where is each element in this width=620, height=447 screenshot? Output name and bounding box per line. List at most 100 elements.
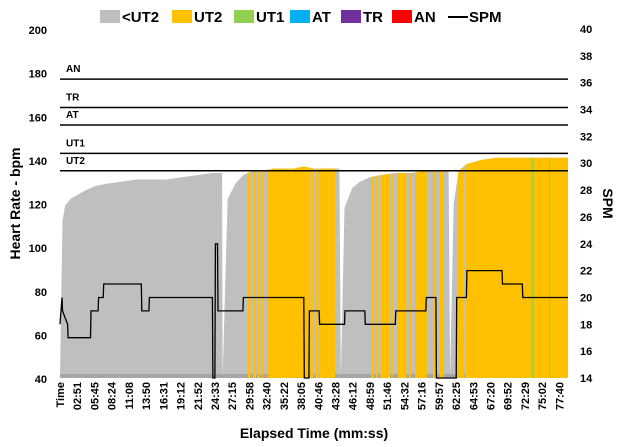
- zone-band-ut2-5: [310, 157, 314, 378]
- y-tick-label: 40: [35, 374, 47, 386]
- legend-swatch-tr: [341, 10, 361, 23]
- y2-tick-label: 26: [580, 212, 592, 224]
- zone-label-ut2: UT2: [66, 156, 85, 167]
- y2-tick-label: 16: [580, 346, 592, 358]
- y-tick-label: 100: [29, 243, 47, 255]
- zone-band-ut2-17: [457, 157, 464, 378]
- x-tick-label: 48:59: [365, 382, 377, 410]
- x-axis-title: Elapsed Time (mm:ss): [240, 425, 388, 441]
- legend-label-an: AN: [414, 9, 436, 26]
- zone-band-ut2-18: [464, 157, 568, 378]
- legend-swatch-ut1: [234, 10, 254, 23]
- zone-band-ut1-0: [531, 157, 534, 378]
- y-tick-label: 120: [29, 200, 47, 212]
- x-tick-label: 57:16: [417, 382, 429, 410]
- x-tick-label: 02:51: [72, 382, 84, 410]
- zone-band-ut2-3: [261, 157, 264, 378]
- x-axis: Time 02:51 05:45 08:24 11:08 13:50 16:31 19:12 2…: [55, 381, 566, 410]
- x-tick-label: 05:45: [89, 382, 101, 410]
- x-tick-label: 64:53: [468, 382, 480, 410]
- zone-band-ut2-8: [371, 157, 374, 378]
- y2-tick-label: 38: [580, 51, 592, 63]
- y2-tick-label: 20: [580, 292, 592, 304]
- y2-tick-label: 24: [580, 239, 593, 251]
- legend-swatch-at: [290, 10, 310, 23]
- x-tick-label: 24:33: [210, 382, 222, 410]
- zone-band-ut2-16: [439, 157, 444, 378]
- zone-label-at: AT: [66, 110, 79, 121]
- y-axis-title: Heart Rate - bpm: [7, 147, 23, 259]
- x-tick-label: 13:50: [141, 382, 153, 410]
- zone-label-tr: TR: [66, 93, 80, 104]
- x-tick-label: 62:25: [451, 382, 463, 410]
- y2-axis-title: SPM: [600, 188, 616, 218]
- y-axis-left: 40 60 80 100 120 140 160 180 200: [29, 25, 47, 386]
- x-tick-label: 40:46: [313, 382, 325, 410]
- baseline-strip: [60, 374, 568, 378]
- x-tick-label: 75:02: [537, 382, 549, 410]
- chart-legend: <UT2 UT2 UT1 AT TR AN SPM: [100, 9, 502, 26]
- y-tick-label: 200: [29, 25, 47, 37]
- x-tick-label: 43:28: [331, 382, 343, 410]
- zone-band-ut2-15: [432, 157, 436, 378]
- x-tick-label: 32:40: [262, 382, 274, 410]
- x-tick-label: 59:57: [434, 382, 446, 410]
- zone-band-ut2-6: [315, 157, 318, 378]
- y2-tick-label: 34: [580, 105, 593, 117]
- y2-tick-label: 14: [580, 373, 593, 385]
- zone-band-ut2-2: [257, 157, 260, 378]
- legend-swatch-an: [392, 10, 412, 23]
- zone-band-ut2-14: [415, 157, 427, 378]
- y2-tick-label: 36: [580, 78, 592, 90]
- legend-label-ut2: <UT2: [122, 9, 159, 26]
- y-tick-label: 180: [29, 69, 47, 81]
- spm-line-layer: [59, 243, 568, 379]
- zone-band-ut2-0: [248, 157, 251, 378]
- y2-tick-label: 28: [580, 185, 592, 197]
- y2-tick-label: 18: [580, 319, 592, 331]
- zone-band-ut2-10: [380, 157, 391, 378]
- zone-band-ut2-11: [391, 157, 393, 378]
- y-tick-label: 80: [35, 287, 47, 299]
- zone-bands-layer: [248, 157, 568, 378]
- x-tick-label: 69:52: [503, 382, 515, 410]
- legend-label-tr: TR: [363, 9, 383, 26]
- legend-swatch-ut2: [172, 10, 192, 23]
- zone-band-ut2-1: [253, 157, 256, 378]
- zone-band-ut2-9: [376, 157, 378, 378]
- x-tick-label: 27:15: [227, 382, 239, 410]
- x-tick-label: 29:58: [244, 382, 256, 410]
- y-tick-label: 140: [29, 156, 47, 168]
- y-tick-label: 160: [29, 112, 47, 124]
- legend-label-ut1: UT1: [256, 9, 284, 26]
- zone-band-ut2-12: [397, 157, 407, 378]
- x-tick-label: 67:20: [486, 382, 498, 410]
- x-tick-label: 19:12: [176, 382, 188, 410]
- zone-band-ut2-7: [318, 157, 335, 378]
- legend-swatch-ut2: [100, 10, 120, 23]
- x-tick-label: 38:05: [296, 382, 308, 410]
- y-axis-right: 14 16 18 20 22 24 26 28 30 32 34 36 38 40: [580, 24, 593, 385]
- legend-label-ut2: UT2: [194, 9, 222, 26]
- zone-band-ut1-1: [549, 157, 551, 378]
- y-tick-label: 60: [35, 330, 47, 342]
- y2-tick-label: 30: [580, 158, 592, 170]
- y2-tick-label: 22: [580, 266, 592, 278]
- zone-lines-layer: AN TR AT UT1 UT2: [60, 64, 568, 172]
- x-tick-label: 21:52: [193, 382, 205, 410]
- x-tick-label: 11:08: [124, 382, 136, 410]
- legend-label-at: AT: [312, 9, 331, 26]
- y2-tick-label: 32: [580, 131, 592, 143]
- x-tick-label: 72:29: [520, 382, 532, 410]
- x-tick-label: 16:31: [158, 382, 170, 410]
- zone-band-ut2-13: [409, 157, 411, 378]
- x-tick-label: Time: [55, 382, 67, 407]
- x-tick-label: 46:12: [348, 382, 360, 410]
- x-tick-label: 08:24: [107, 381, 119, 410]
- spm-line: [59, 243, 568, 379]
- zone-label-ut1: UT1: [66, 138, 85, 149]
- x-tick-label: 54:32: [399, 382, 411, 410]
- x-tick-label: 77:40: [554, 382, 566, 410]
- plot-area: AN TR AT UT1 UT2: [59, 64, 568, 379]
